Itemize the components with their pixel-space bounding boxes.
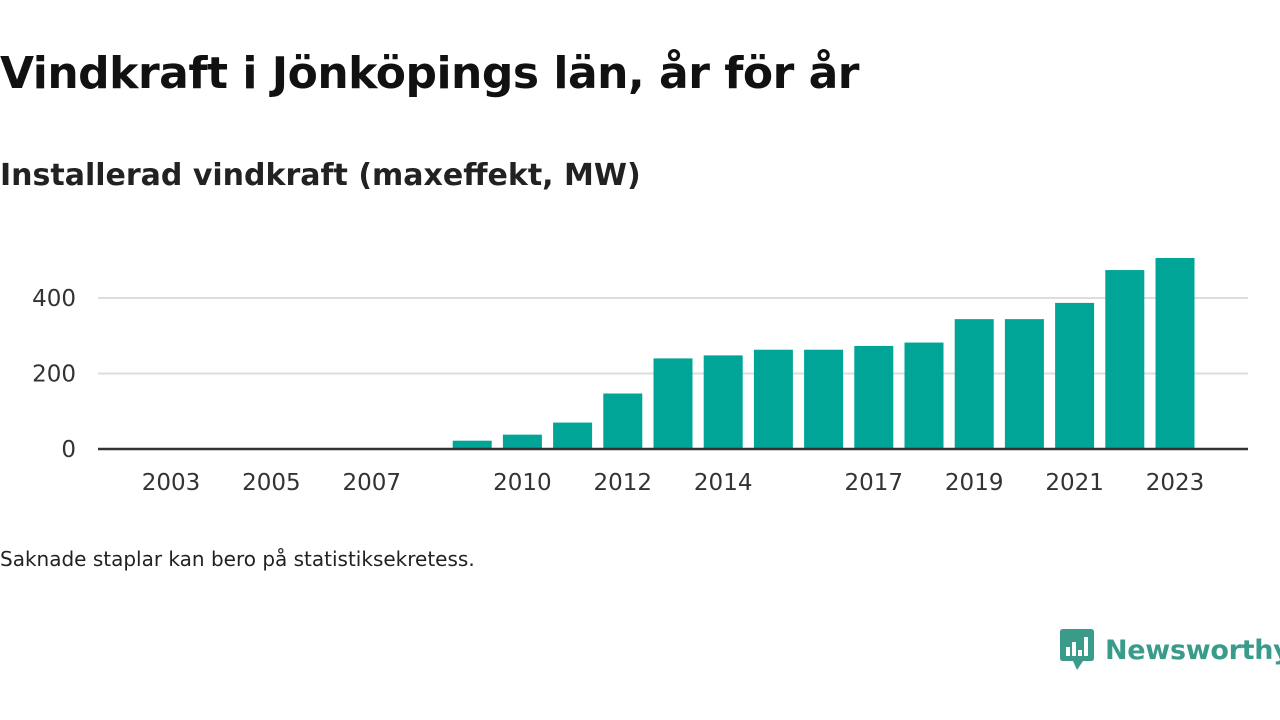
bar-2019 [954,319,994,449]
chart-title: Vindkraft i Jönköpings län, år för år [0,48,860,99]
bar-2010 [502,434,542,449]
x-tick-label: 2017 [845,470,904,496]
bar-2020 [1004,319,1044,449]
bar-2023 [1155,257,1195,449]
newsworthy-logo-icon [1060,629,1094,670]
bar-2017 [854,345,894,449]
footnote: Saknade staplar kan bero på statistiksek… [0,547,475,571]
x-tick-label: 2021 [1045,470,1104,496]
x-tick-label: 2007 [343,470,402,496]
axes: 0 200 400 2003 2005 2007 2010 2012 2014 2017 2019 2… [32,286,1248,496]
bar-2016 [804,349,844,449]
x-tick-label: 2014 [694,470,753,496]
bar-2018 [904,342,944,449]
bar-2022 [1105,270,1145,449]
x-tick-label: 2019 [945,470,1004,496]
bar-2014 [703,355,743,449]
bar-chart: 0 200 400 2003 2005 2007 2010 2012 2014 2017 2019 2… [32,257,1248,496]
y-tick-label: 0 [61,437,76,463]
x-tick-label: 2012 [594,470,653,496]
bar-2015 [753,349,793,449]
x-tick-label: 2005 [242,470,301,496]
brand-logo[interactable]: Newsworthy [1059,628,1280,672]
x-tick-label: 2023 [1146,470,1205,496]
bar-2009 [452,440,492,449]
bar-2013 [653,358,693,449]
bars [452,257,1195,449]
x-tick-label: 2010 [493,470,552,496]
chart-subtitle: Installerad vindkraft (maxeffekt, MW) [0,158,641,193]
bar-2011 [553,422,593,449]
y-tick-label: 400 [32,286,76,312]
brand-name: Newsworthy [1105,634,1280,666]
y-tick-label: 200 [32,362,76,388]
bar-2021 [1055,302,1095,449]
bar-2012 [603,393,643,449]
x-tick-label: 2003 [142,470,201,496]
